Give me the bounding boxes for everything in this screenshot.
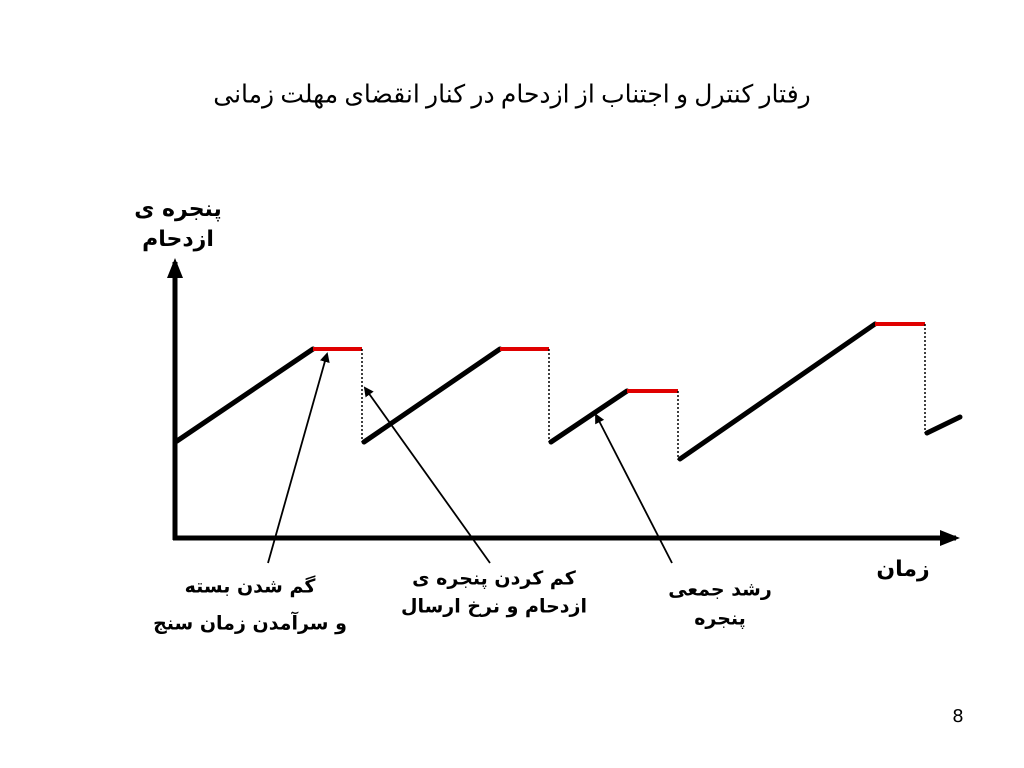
annotation: کم کردن پنجره ی: [412, 568, 577, 590]
x-axis-label: زمان: [876, 557, 929, 582]
y-axis-label: ازدحام: [142, 227, 214, 252]
y-axis-label: پنجره ی: [134, 197, 222, 222]
annotation: گم شدن بسته: [185, 575, 317, 598]
sawtooth: [174, 321, 963, 462]
title: رفتار کنترل و اجتناب از ازدحام در کنار ا…: [213, 82, 811, 110]
annotation: و سرآمدن زمان سنج: [153, 611, 347, 635]
arrow: [595, 413, 673, 564]
arrow: [267, 352, 330, 564]
page-number: 8: [952, 706, 963, 727]
arrow: [363, 386, 491, 564]
annotation: پنجره: [694, 608, 746, 630]
annotation: رشد جمعی: [668, 579, 772, 601]
annotation: ازدحام و نرخ ارسال: [401, 596, 587, 618]
